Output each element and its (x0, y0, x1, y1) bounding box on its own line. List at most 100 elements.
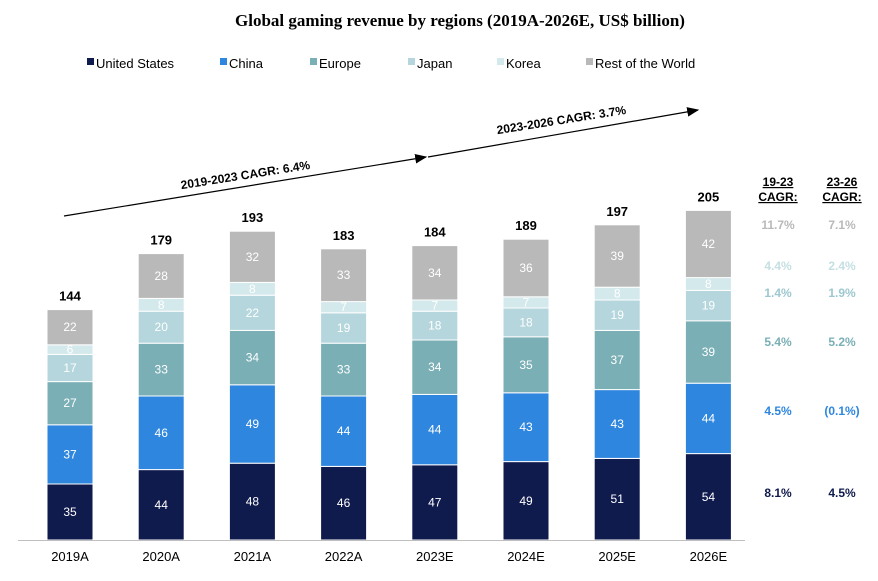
legend-swatch (586, 58, 593, 65)
cagr-value: 4.4% (764, 259, 792, 273)
legend-label: United States (96, 56, 175, 71)
cagr-header-line: 19-23 (763, 175, 794, 189)
bar-segment-japan (228, 294, 276, 331)
cagr-header-line: 23-26 (827, 175, 858, 189)
bar-group-2020a: 44 46 33 20 8 28 179 (137, 233, 185, 541)
bar-segment-europe (411, 339, 459, 395)
total-label: 144 (59, 289, 81, 304)
data-label-europe: 34 (246, 351, 260, 365)
bar-segment-china (46, 424, 94, 485)
bars: 35 37 27 17 6 22 144 44 46 33 20 8 28 179 48 49 34 22 8 32 1… (46, 189, 732, 541)
data-label-korea: 7 (523, 295, 530, 309)
bar-segment-rest-of-the-world (502, 238, 550, 298)
x-tick-label: 2022A (325, 549, 363, 564)
cagr-value: 2.4% (828, 259, 856, 273)
legend-swatch (220, 58, 227, 65)
data-label-europe: 33 (155, 363, 169, 377)
cagr-row-korea: 4.4% 2.4% (764, 259, 856, 273)
cagr-arrow-2019-2023 (63, 153, 428, 217)
bar-group-2026e: 54 44 39 19 8 42 205 (684, 189, 732, 541)
bar-segment-japan (137, 310, 185, 344)
cagr-value: 8.1% (764, 486, 792, 500)
bar-group-2022a: 46 44 33 19 7 33 183 (320, 228, 368, 541)
bar-segment-rest-of-the-world (46, 309, 94, 346)
bar-segment-europe (320, 342, 368, 397)
cagr-label-2023-2026: 2023-2026 CAGR: 3.7% (496, 103, 628, 137)
legend-item-china: China (220, 56, 264, 71)
cagr-value: (0.1%) (824, 404, 859, 418)
total-label: 205 (698, 189, 720, 204)
bar-segment-rest-of-the-world (137, 253, 185, 299)
data-label-rest-of-the-world: 33 (337, 268, 351, 282)
data-label-rest-of-the-world: 39 (611, 249, 625, 263)
total-label: 183 (333, 228, 355, 243)
cagr-row-europe: 5.4% 5.2% (764, 335, 856, 349)
cagr-row-japan: 1.4% 1.9% (764, 286, 856, 300)
total-label: 193 (242, 210, 264, 225)
bar-segment-rest-of-the-world (593, 224, 641, 288)
bar-segment-united-states (320, 465, 368, 541)
data-label-united-states: 46 (337, 496, 351, 510)
x-tick-label: 2020A (142, 549, 180, 564)
bar-segment-japan (411, 310, 459, 341)
x-tick-label: 2023E (416, 549, 454, 564)
data-label-europe: 39 (702, 345, 716, 359)
bar-segment-china (228, 384, 276, 464)
total-label: 197 (606, 204, 628, 219)
legend-swatch (408, 58, 415, 65)
bar-segment-europe (228, 329, 276, 386)
cagr-value: 5.4% (764, 335, 792, 349)
bar-segment-europe (684, 320, 732, 384)
cagr-row-united-states: 8.1% 4.5% (764, 486, 856, 500)
cagr-arrow-2023-2026 (427, 107, 700, 158)
cagr-row-china: 4.5% (0.1%) (764, 404, 859, 418)
data-label-europe: 35 (519, 358, 533, 372)
cagr-value: 1.9% (828, 286, 856, 300)
x-tick-label: 2025E (598, 549, 636, 564)
data-label-japan: 17 (63, 361, 77, 375)
bar-segment-rest-of-the-world (684, 209, 732, 279)
bar-group-2019a: 35 37 27 17 6 22 144 (46, 289, 94, 541)
legend-item-rest-of-the-world: Rest of the World (586, 56, 695, 71)
data-label-united-states: 48 (246, 495, 260, 509)
legend-label: Europe (319, 56, 361, 71)
cagr-value: 7.1% (828, 218, 856, 232)
data-label-europe: 37 (611, 353, 625, 367)
cagr-label-2019-2023: 2019-2023 CAGR: 6.4% (180, 158, 312, 192)
legend-item-europe: Europe (310, 56, 361, 71)
x-tick-label: 2019A (51, 549, 89, 564)
data-label-china: 37 (63, 447, 77, 461)
data-label-china: 44 (337, 424, 351, 438)
data-label-china: 49 (246, 417, 260, 431)
legend-swatch (310, 58, 317, 65)
data-label-korea: 8 (705, 277, 712, 291)
data-label-europe: 33 (337, 363, 351, 377)
data-label-japan: 18 (428, 319, 442, 333)
data-label-united-states: 51 (611, 492, 625, 506)
bar-segment-china (137, 395, 185, 471)
bar-segment-japan (684, 289, 732, 322)
bar-segment-united-states (228, 462, 276, 541)
bar-group-2025e: 51 43 37 19 8 39 197 (593, 204, 641, 541)
legend-label: Korea (506, 56, 541, 71)
data-label-korea: 7 (340, 300, 347, 314)
bar-group-2023e: 47 44 34 18 7 34 184 (411, 225, 459, 541)
bar-group-2024e: 49 43 35 18 7 36 189 (502, 218, 550, 541)
data-label-china: 44 (428, 423, 442, 437)
data-label-rest-of-the-world: 34 (428, 266, 442, 280)
data-label-europe: 27 (63, 396, 77, 410)
cagr-header-line: CAGR: (822, 190, 861, 204)
x-tick-label: 2026E (690, 549, 728, 564)
bar-group-2021a: 48 49 34 22 8 32 193 (228, 210, 276, 541)
data-label-japan: 18 (519, 315, 533, 329)
data-label-rest-of-the-world: 36 (519, 261, 533, 275)
cagr-value: 5.2% (828, 335, 856, 349)
cagr-value: 1.4% (764, 286, 792, 300)
chart-title: Global gaming revenue by regions (2019A-… (235, 11, 685, 30)
data-label-japan: 20 (155, 320, 169, 334)
total-label: 189 (515, 218, 537, 233)
data-label-china: 43 (519, 420, 533, 434)
